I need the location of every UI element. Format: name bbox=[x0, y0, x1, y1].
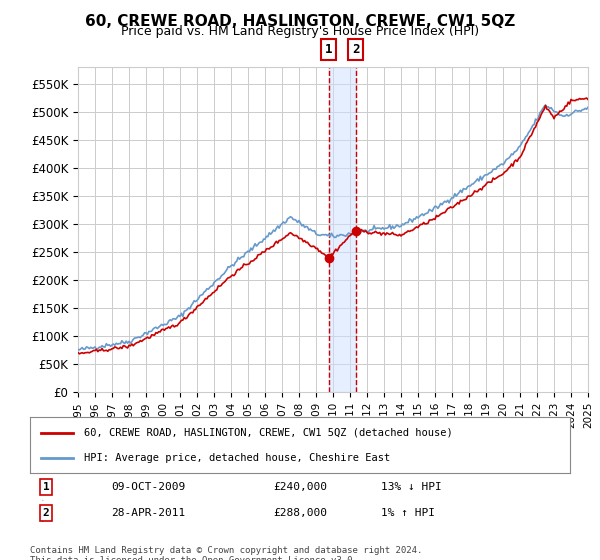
Text: 13% ↓ HPI: 13% ↓ HPI bbox=[381, 482, 442, 492]
Text: 60, CREWE ROAD, HASLINGTON, CREWE, CW1 5QZ (detached house): 60, CREWE ROAD, HASLINGTON, CREWE, CW1 5… bbox=[84, 428, 453, 438]
Text: 1: 1 bbox=[325, 43, 332, 56]
Text: 1% ↑ HPI: 1% ↑ HPI bbox=[381, 508, 435, 518]
Text: 2: 2 bbox=[352, 43, 359, 56]
Bar bbox=[329, 67, 356, 392]
Text: Price paid vs. HM Land Registry's House Price Index (HPI): Price paid vs. HM Land Registry's House … bbox=[121, 25, 479, 38]
Text: int: int bbox=[42, 521, 44, 522]
Text: 28-APR-2011: 28-APR-2011 bbox=[111, 508, 185, 518]
Text: 1: 1 bbox=[43, 482, 50, 492]
Text: £288,000: £288,000 bbox=[273, 508, 327, 518]
Text: Contains HM Land Registry data © Crown copyright and database right 2024.
This d: Contains HM Land Registry data © Crown c… bbox=[30, 546, 422, 560]
Text: 60, CREWE ROAD, HASLINGTON, CREWE, CW1 5QZ: 60, CREWE ROAD, HASLINGTON, CREWE, CW1 5… bbox=[85, 14, 515, 29]
Text: £240,000: £240,000 bbox=[273, 482, 327, 492]
Text: 2: 2 bbox=[43, 508, 50, 518]
Text: int: int bbox=[42, 500, 44, 501]
Text: 09-OCT-2009: 09-OCT-2009 bbox=[111, 482, 185, 492]
Text: HPI: Average price, detached house, Cheshire East: HPI: Average price, detached house, Ches… bbox=[84, 452, 390, 463]
